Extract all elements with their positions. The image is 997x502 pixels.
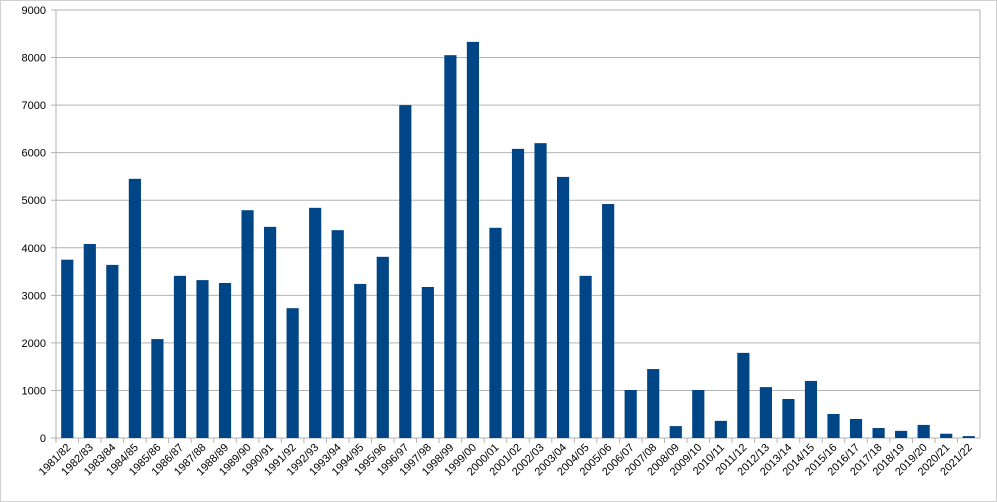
bar: [624, 389, 637, 438]
bar: [309, 207, 322, 438]
bar: [331, 230, 344, 438]
y-tick-label: 5000: [22, 195, 46, 207]
y-tick-label: 8000: [22, 53, 46, 65]
bar: [128, 178, 141, 439]
bar: [83, 243, 96, 438]
y-tick-label: 6000: [22, 148, 46, 160]
bar: [489, 227, 502, 438]
bar: [849, 418, 863, 438]
bar: [827, 413, 840, 438]
bar: [286, 308, 299, 438]
y-tick-label: 0: [40, 433, 46, 445]
bar: [579, 275, 592, 438]
bar: [241, 210, 254, 438]
bar: [714, 420, 727, 438]
bar: [61, 259, 74, 438]
bar: [647, 369, 660, 438]
bar: [534, 143, 547, 438]
bar: [444, 55, 457, 439]
y-tick-label: 1000: [22, 385, 46, 397]
bar: [872, 428, 885, 438]
y-tick-label: 2000: [22, 338, 46, 350]
bar: [917, 424, 930, 438]
bar: [218, 282, 232, 438]
bar: [399, 105, 412, 438]
bar: [106, 264, 119, 438]
bar: [804, 380, 818, 438]
y-tick-label: 3000: [22, 290, 46, 302]
bar: [196, 280, 209, 438]
bar: [692, 389, 705, 438]
bar: [173, 275, 187, 438]
bar: [556, 176, 570, 439]
bar: [421, 287, 434, 438]
bar: [759, 387, 772, 438]
bar: [962, 436, 975, 438]
bar: [940, 433, 953, 438]
bar: [782, 399, 795, 438]
bar: [895, 430, 908, 438]
y-tick-label: 7000: [22, 100, 46, 112]
bar: [264, 226, 277, 438]
y-tick-label: 9000: [22, 5, 46, 17]
bar: [602, 204, 615, 438]
bar: [376, 256, 389, 438]
bar: [151, 339, 164, 438]
bar: [669, 426, 682, 438]
bar: [737, 352, 750, 438]
bar: [354, 283, 367, 438]
bar: [466, 41, 480, 439]
bar: [511, 148, 525, 438]
y-tick-label: 4000: [22, 243, 46, 255]
